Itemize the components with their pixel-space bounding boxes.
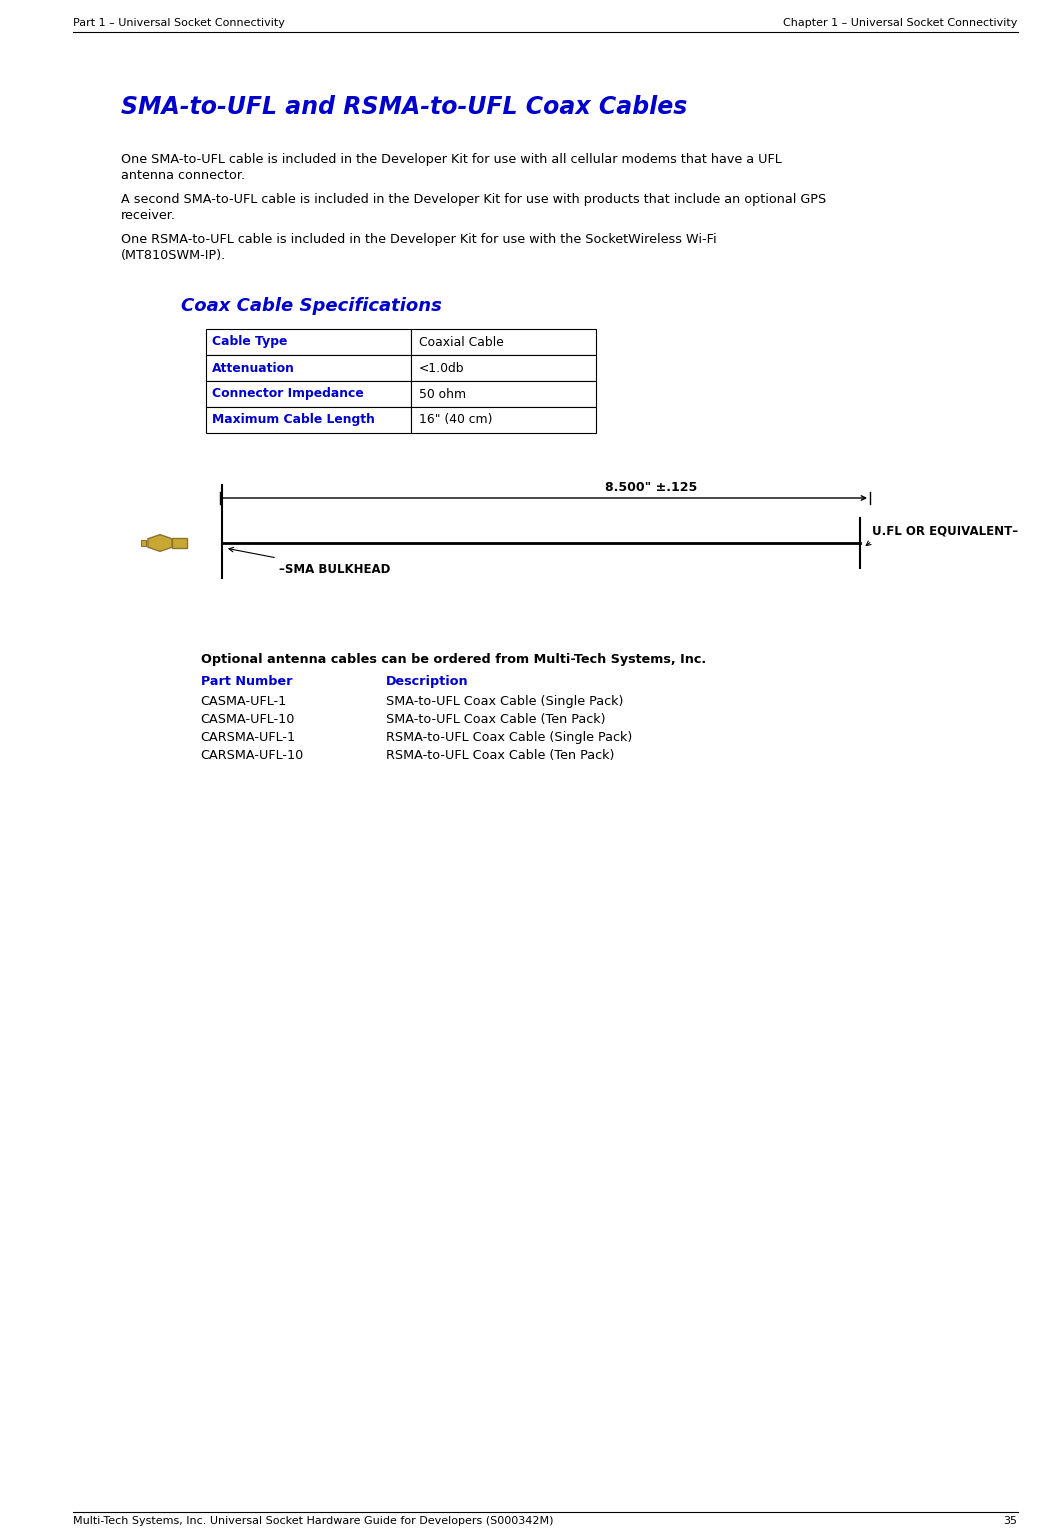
- Bar: [410, 356, 596, 380]
- Text: Multi-Tech Systems, Inc. Universal Socket Hardware Guide for Developers (S000342: Multi-Tech Systems, Inc. Universal Socke…: [73, 1515, 554, 1526]
- Text: 16" (40 cm): 16" (40 cm): [419, 414, 492, 427]
- Text: (MT810SWM-IP).: (MT810SWM-IP).: [121, 249, 226, 262]
- Text: Attenuation: Attenuation: [212, 362, 295, 374]
- Text: CARSMA-UFL-10: CARSMA-UFL-10: [200, 748, 304, 762]
- Text: RSMA-to-UFL Coax Cable (Ten Pack): RSMA-to-UFL Coax Cable (Ten Pack): [386, 748, 614, 762]
- Text: –SMA BULKHEAD: –SMA BULKHEAD: [279, 564, 390, 576]
- Text: Coaxial Cable: Coaxial Cable: [419, 336, 504, 348]
- Bar: [410, 330, 596, 356]
- Text: SMA-to-UFL Coax Cable (Single Pack): SMA-to-UFL Coax Cable (Single Pack): [386, 695, 623, 708]
- Text: <1.0db: <1.0db: [419, 362, 465, 374]
- Text: antenna connector.: antenna connector.: [121, 169, 244, 182]
- Text: Part Number: Part Number: [200, 675, 292, 688]
- Text: RSMA-to-UFL Coax Cable (Single Pack): RSMA-to-UFL Coax Cable (Single Pack): [386, 732, 631, 744]
- Text: SMA-to-UFL Coax Cable (Ten Pack): SMA-to-UFL Coax Cable (Ten Pack): [386, 713, 605, 725]
- Text: One RSMA-to-UFL cable is included in the Developer Kit for use with the SocketWi: One RSMA-to-UFL cable is included in the…: [121, 233, 716, 246]
- Bar: [206, 380, 410, 407]
- Text: 50 ohm: 50 ohm: [419, 388, 466, 400]
- Text: Maximum Cable Length: Maximum Cable Length: [212, 414, 374, 427]
- Text: receiver.: receiver.: [121, 209, 175, 222]
- Bar: [410, 380, 596, 407]
- Text: SMA-to-UFL and RSMA-to-UFL Coax Cables: SMA-to-UFL and RSMA-to-UFL Coax Cables: [121, 95, 687, 119]
- Bar: [172, 537, 187, 548]
- Text: Part 1 – Universal Socket Connectivity: Part 1 – Universal Socket Connectivity: [73, 18, 285, 28]
- Text: CASMA-UFL-1: CASMA-UFL-1: [200, 695, 286, 708]
- Text: A second SMA-to-UFL cable is included in the Developer Kit for use with products: A second SMA-to-UFL cable is included in…: [121, 192, 826, 206]
- Bar: [410, 407, 596, 433]
- Text: Connector Impedance: Connector Impedance: [212, 388, 363, 400]
- Text: Description: Description: [386, 675, 468, 688]
- Bar: [206, 330, 410, 356]
- Bar: [206, 356, 410, 380]
- Text: Coax Cable Specifications: Coax Cable Specifications: [180, 297, 442, 316]
- Text: 8.500" ±.125: 8.500" ±.125: [605, 480, 698, 494]
- Text: 35: 35: [1004, 1515, 1018, 1526]
- Text: Chapter 1 – Universal Socket Connectivity: Chapter 1 – Universal Socket Connectivit…: [784, 18, 1018, 28]
- Text: Optional antenna cables can be ordered from Multi-Tech Systems, Inc.: Optional antenna cables can be ordered f…: [200, 653, 706, 665]
- Bar: [141, 541, 146, 547]
- Text: Cable Type: Cable Type: [212, 336, 287, 348]
- Text: CASMA-UFL-10: CASMA-UFL-10: [200, 713, 295, 725]
- Bar: [206, 407, 410, 433]
- Text: CARSMA-UFL-1: CARSMA-UFL-1: [200, 732, 296, 744]
- Text: One SMA-to-UFL cable is included in the Developer Kit for use with all cellular : One SMA-to-UFL cable is included in the …: [121, 152, 782, 166]
- Text: U.FL OR EQUIVALENT–: U.FL OR EQUIVALENT–: [872, 525, 1019, 537]
- Polygon shape: [148, 534, 172, 551]
